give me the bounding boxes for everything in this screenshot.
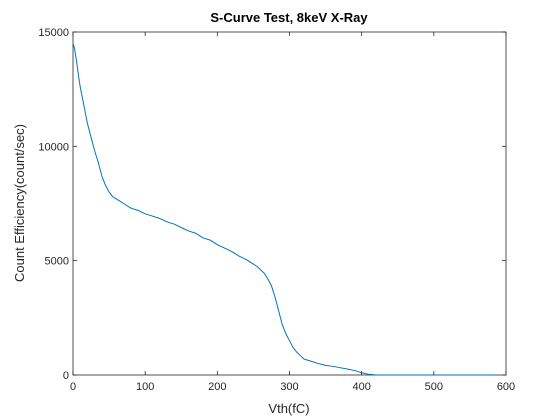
y-tick-label: 15000 <box>38 27 69 39</box>
y-tick-label: 0 <box>63 370 69 382</box>
x-axis-ticks: 0 100 200 300 400 500 600 <box>70 32 515 393</box>
y-tick-label: 10000 <box>38 141 69 153</box>
x-tick-label: 400 <box>352 381 370 393</box>
x-tick-label: 600 <box>497 381 515 393</box>
plot-area <box>72 31 507 376</box>
x-tick-label: 0 <box>70 381 76 393</box>
series-line <box>72 43 496 376</box>
series-layer <box>72 43 496 376</box>
y-tick-label: 5000 <box>45 256 69 268</box>
x-tick-label: 500 <box>425 381 443 393</box>
x-tick-label: 100 <box>136 381 154 393</box>
chart-title: S-Curve Test, 8keV X-Ray <box>210 10 368 25</box>
x-axis-label: Vth(fC) <box>268 401 309 416</box>
axes-box <box>72 31 507 376</box>
y-axis-ticks: 0 5000 10000 15000 <box>38 27 506 382</box>
y-axis-label: Count Efficiency(count/sec) <box>12 124 27 282</box>
x-tick-label: 200 <box>208 381 226 393</box>
x-tick-label: 300 <box>280 381 298 393</box>
